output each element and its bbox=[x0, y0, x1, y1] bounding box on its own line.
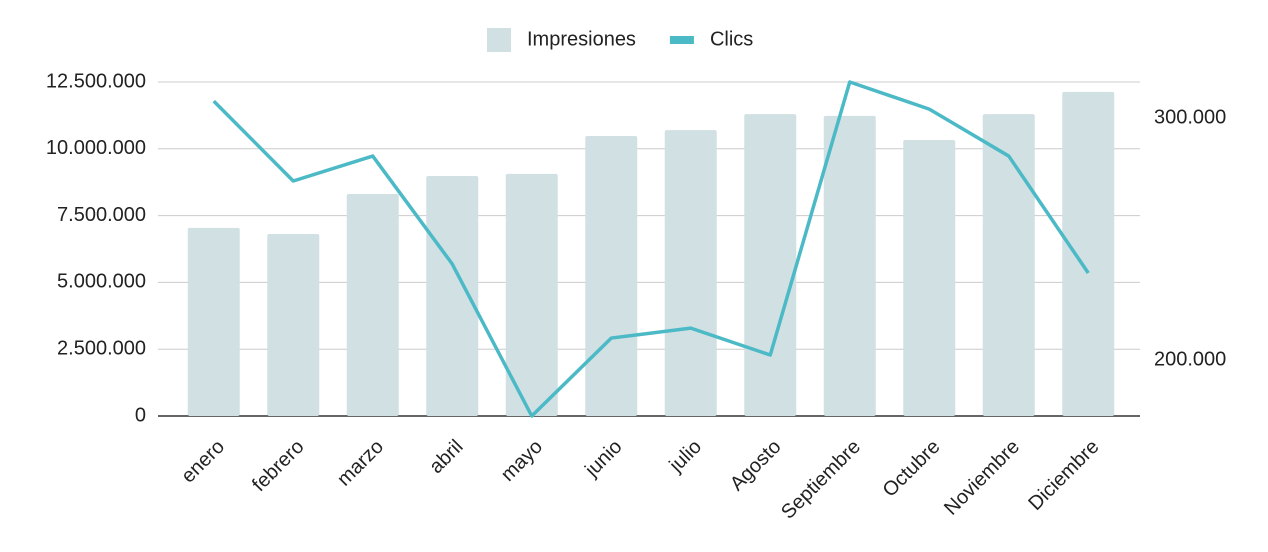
legend-label: Impresiones bbox=[527, 28, 636, 50]
y-tick-label: 2.500.000 bbox=[57, 337, 146, 359]
y2-tick-label: 300.000 bbox=[1154, 106, 1226, 128]
bar bbox=[982, 114, 1035, 417]
x-tick-label: Agosto bbox=[726, 436, 786, 496]
x-tick-label: Noviembre bbox=[940, 436, 1024, 520]
x-tick-label: marzo bbox=[333, 436, 388, 491]
bar bbox=[823, 115, 876, 417]
y-tick-label: 0 bbox=[135, 404, 146, 426]
bar bbox=[187, 227, 240, 416]
bar bbox=[505, 173, 558, 416]
legend-swatch bbox=[669, 36, 694, 44]
x-tick-label: Octubre bbox=[879, 436, 945, 502]
bar bbox=[903, 139, 956, 416]
x-tick-label: febrero bbox=[248, 436, 308, 496]
bar bbox=[346, 193, 399, 416]
line bbox=[212, 80, 1090, 418]
bar bbox=[664, 130, 717, 416]
bar bbox=[585, 135, 638, 416]
bar bbox=[744, 114, 797, 417]
x-tick-label: mayo bbox=[497, 436, 547, 486]
y2-tick-label: 200.000 bbox=[1154, 348, 1226, 370]
x-tick-label: julio bbox=[665, 436, 706, 477]
legend-swatch bbox=[487, 28, 511, 52]
bar bbox=[267, 234, 320, 416]
y-tick-label: 5.000.000 bbox=[57, 271, 146, 293]
x-tick-label: Diciembre bbox=[1024, 436, 1103, 515]
bar bbox=[1062, 91, 1115, 416]
bar bbox=[426, 176, 479, 416]
y-tick-label: 7.500.000 bbox=[57, 204, 146, 226]
y-tick-label: 12.500.000 bbox=[46, 70, 146, 92]
legend-label: Clics bbox=[710, 28, 753, 50]
y-tick-label: 10.000.000 bbox=[46, 137, 146, 159]
x-tick-label: Septiembre bbox=[777, 436, 865, 524]
x-tick-label: abril bbox=[425, 436, 467, 478]
x-tick-label: junio bbox=[580, 436, 626, 482]
x-tick-label: enero bbox=[177, 436, 229, 488]
